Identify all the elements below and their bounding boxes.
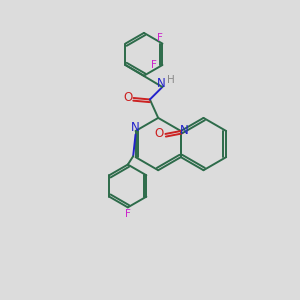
Text: N: N [157,76,166,90]
Text: F: F [151,60,157,70]
Text: F: F [157,33,163,43]
Text: F: F [125,209,131,219]
Text: N: N [131,121,140,134]
Text: H: H [167,76,175,85]
Text: O: O [154,128,164,140]
Text: N: N [180,124,189,137]
Text: O: O [123,92,132,104]
